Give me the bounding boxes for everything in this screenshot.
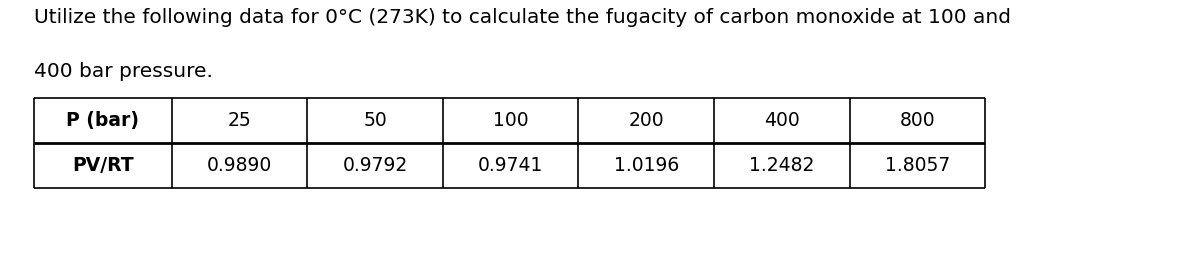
Text: PV/RT: PV/RT: [72, 156, 133, 175]
Text: 1.8057: 1.8057: [884, 156, 950, 175]
Text: 400: 400: [764, 111, 799, 130]
Text: 1.2482: 1.2482: [749, 156, 815, 175]
Text: 1.0196: 1.0196: [613, 156, 679, 175]
Text: 400 bar pressure.: 400 bar pressure.: [34, 62, 212, 81]
Text: Utilize the following data for 0°C (273K) to calculate the fugacity of carbon mo: Utilize the following data for 0°C (273K…: [34, 8, 1010, 27]
Text: 0.9890: 0.9890: [206, 156, 272, 175]
Text: 0.9741: 0.9741: [478, 156, 544, 175]
Text: P (bar): P (bar): [66, 111, 139, 130]
Text: 50: 50: [364, 111, 386, 130]
Text: 800: 800: [900, 111, 935, 130]
Text: 25: 25: [228, 111, 251, 130]
Text: 100: 100: [493, 111, 528, 130]
Text: 0.9792: 0.9792: [342, 156, 408, 175]
Text: 200: 200: [629, 111, 664, 130]
